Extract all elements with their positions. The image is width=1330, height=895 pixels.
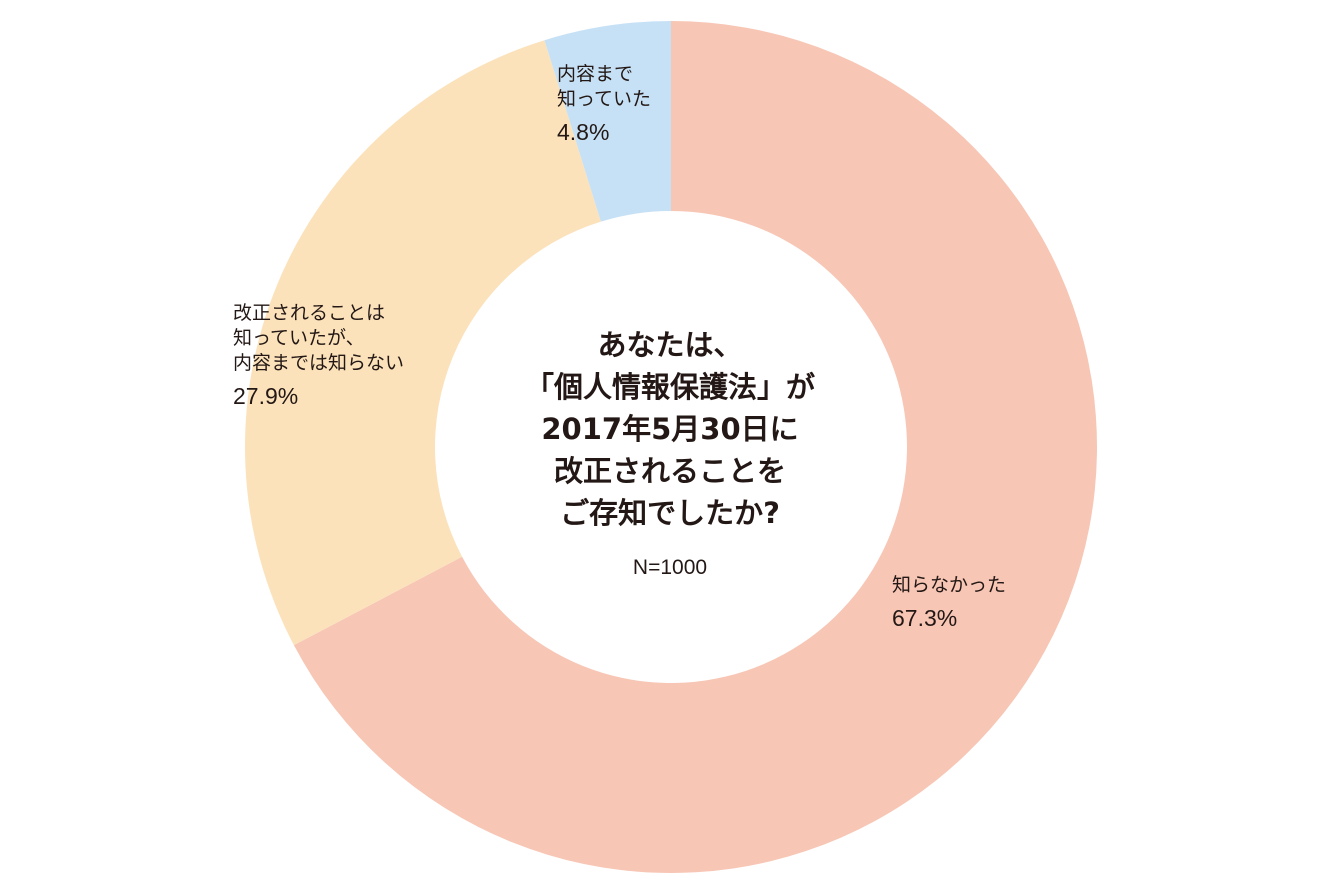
slice-did-not-know xyxy=(293,21,1097,873)
slice-label-text: 知っていたが、 xyxy=(233,327,365,349)
slice-label-knew-revision-only: 改正されることは 知っていたが、 内容までは知らない 27.9% xyxy=(233,301,404,409)
slice-label-knew-content: 内容まで 知っていた 4.8% xyxy=(557,62,651,145)
chart-title: あなたは、 「個人情報保護法」が 2017年5月30日に 改正されることを ご存… xyxy=(470,324,870,534)
slice-label-text: 知らなかった xyxy=(892,574,1007,596)
slice-knew-content xyxy=(544,21,671,222)
slice-value-label: 67.3% xyxy=(892,605,958,631)
chart-title-line: 「個人情報保護法」が xyxy=(524,370,815,404)
slice-knew-revision-only xyxy=(244,40,601,646)
slice-label-did-not-know: 知らなかった 67.3% xyxy=(892,573,1006,631)
slice-label-text: 内容までは知らない xyxy=(233,352,405,374)
chart-title-line: あなたは、 xyxy=(597,328,743,362)
slice-label-text: 知っていた xyxy=(557,88,652,110)
slice-value-label: 27.9% xyxy=(233,383,299,409)
slice-label-text: 改正されることは xyxy=(233,302,386,324)
slice-label-text: 内容まで xyxy=(557,63,634,85)
chart-title-line: 改正されることを xyxy=(553,454,786,488)
chart-title-line: ご存知でしたか? xyxy=(560,496,780,530)
slice-value-label: 4.8% xyxy=(557,119,610,145)
sample-size-label: N=1000 xyxy=(632,556,708,579)
chart-title-line: 2017年5月30日に xyxy=(541,412,799,446)
